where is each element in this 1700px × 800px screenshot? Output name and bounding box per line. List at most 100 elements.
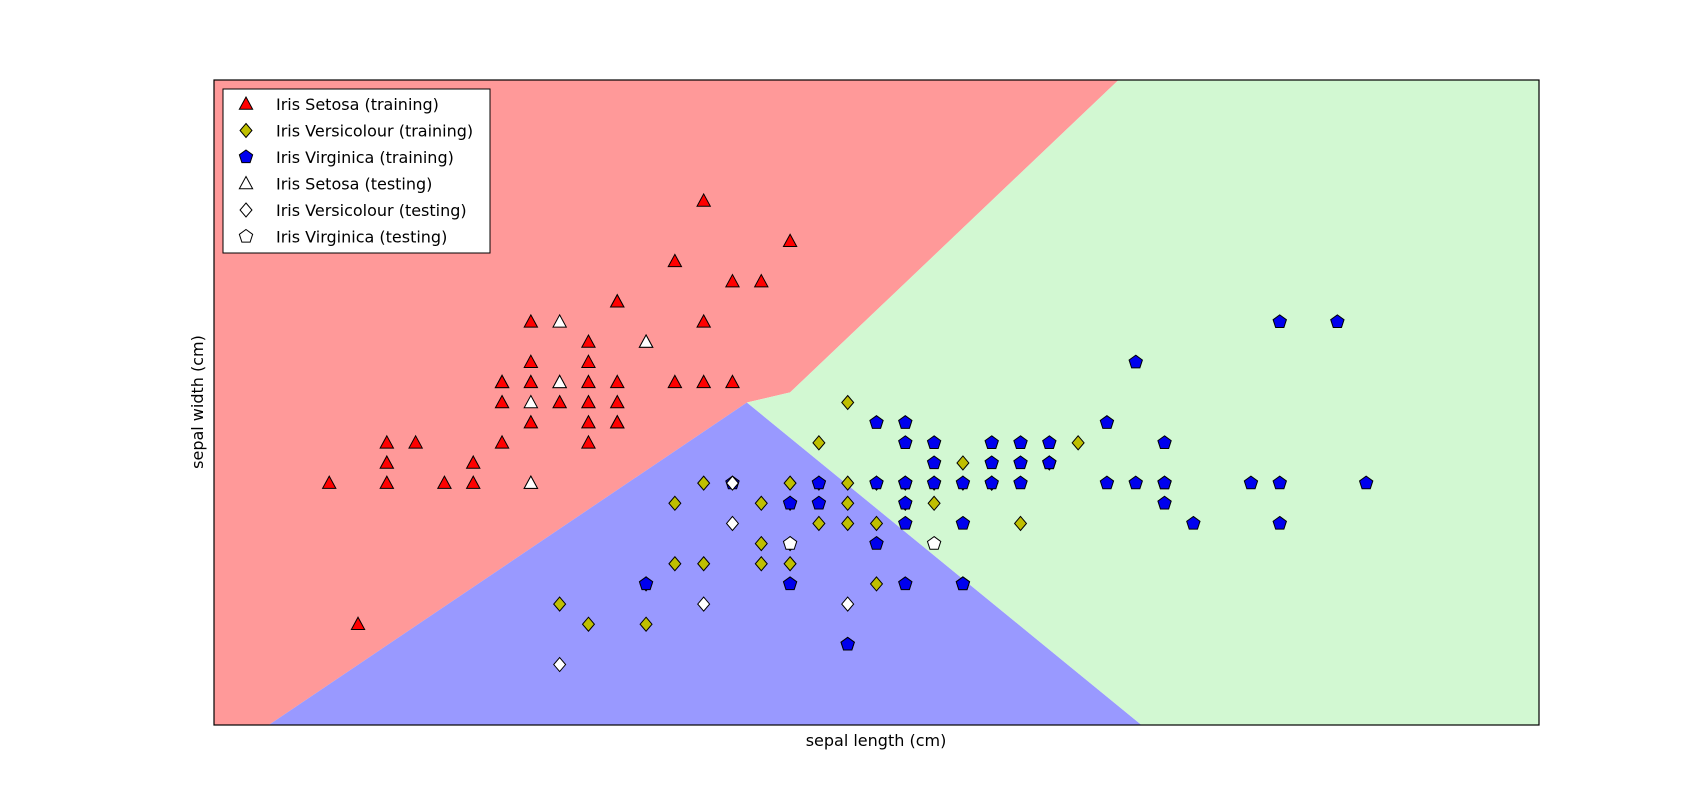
point-iris-versicolour-training: [1071, 435, 1085, 451]
series-iris-virginica-training: [638, 314, 1374, 651]
point-iris-virginica-training: [926, 475, 942, 490]
point-iris-virginica-training: [1013, 435, 1028, 449]
point-iris-setosa-training: [321, 475, 337, 489]
point-iris-virginica-training: [926, 455, 942, 470]
point-iris-virginica-training: [955, 576, 971, 591]
point-iris-setosa-training: [523, 313, 539, 328]
point-iris-setosa-testing: [523, 394, 539, 409]
point-iris-setosa-training: [436, 475, 452, 489]
point-iris-virginica-training: [955, 475, 971, 490]
point-iris-virginica-training: [1243, 475, 1259, 490]
point-iris-versicolour-training: [581, 616, 596, 632]
point-iris-versicolour-training: [1013, 515, 1028, 532]
x-axis-label: sepal length (cm): [806, 731, 947, 750]
series-iris-versicolour-testing: [553, 475, 855, 673]
point-iris-virginica-training: [782, 576, 798, 591]
point-iris-setosa-training: [696, 192, 712, 207]
point-iris-virginica-training: [1099, 415, 1115, 429]
point-iris-virginica-training: [638, 576, 654, 591]
legend-label-iris-versicolour-training: Iris Versicolour (training): [276, 122, 473, 141]
point-iris-versicolour-training: [754, 555, 768, 572]
legend-marker-iris-setosa-testing: [238, 175, 254, 190]
legend-label-iris-virginica-testing: Iris Virginica (testing): [276, 228, 447, 247]
point-iris-setosa-training: [580, 414, 596, 429]
point-iris-setosa-training: [523, 354, 539, 368]
point-iris-setosa-training: [408, 434, 424, 449]
point-iris-virginica-training: [811, 495, 827, 510]
point-iris-virginica-training: [1042, 455, 1057, 470]
point-iris-versicolour-training: [956, 455, 970, 471]
point-iris-versicolour-training: [783, 475, 797, 491]
point-iris-setosa-training: [552, 394, 568, 409]
point-iris-versicolour-testing: [697, 596, 711, 612]
point-iris-versicolour-training: [869, 515, 884, 532]
point-iris-virginica-training: [1272, 515, 1288, 530]
point-iris-virginica-training: [1013, 455, 1028, 470]
point-iris-setosa-training: [696, 313, 712, 328]
point-iris-setosa-testing: [552, 313, 568, 328]
legend-marker-iris-virginica-training: [238, 149, 254, 164]
point-iris-setosa-training: [465, 475, 481, 489]
legend-marker-iris-virginica-testing: [238, 228, 254, 243]
series-iris-virginica-testing: [782, 535, 942, 550]
point-iris-virginica-training: [1157, 475, 1172, 490]
point-iris-versicolour-training: [869, 576, 884, 592]
point-iris-versicolour-training: [668, 555, 682, 572]
point-iris-versicolour-testing: [553, 656, 567, 673]
legend-label-iris-virginica-training: Iris Virginica (training): [276, 148, 454, 167]
point-iris-setosa-training: [350, 616, 366, 630]
point-iris-virginica-training: [898, 475, 913, 490]
point-iris-versicolour-training: [553, 596, 567, 612]
point-iris-versicolour-training: [639, 616, 653, 632]
point-iris-virginica-training: [1013, 475, 1028, 490]
point-iris-virginica-training: [782, 495, 798, 510]
point-iris-virginica-training: [1157, 495, 1172, 510]
point-iris-versicolour-training: [754, 495, 768, 512]
point-iris-setosa-training: [667, 374, 683, 389]
legend-label-iris-versicolour-testing: Iris Versicolour (testing): [276, 201, 467, 220]
data-points: [321, 192, 1374, 673]
point-iris-virginica-training: [1186, 515, 1201, 530]
point-iris-virginica-training: [984, 435, 999, 449]
point-iris-virginica-testing: [782, 535, 798, 550]
point-iris-setosa-testing: [638, 333, 654, 348]
legend: Iris Setosa (training) Iris Versicolour (…: [222, 88, 491, 254]
point-iris-virginica-training: [926, 435, 942, 449]
point-iris-virginica-training: [898, 415, 913, 429]
point-iris-versicolour-training: [697, 475, 711, 491]
point-iris-virginica-training: [898, 515, 913, 530]
point-iris-virginica-training: [1042, 435, 1057, 449]
point-iris-setosa-training: [379, 454, 395, 469]
point-iris-versicolour-training: [841, 515, 855, 532]
y-axis-label: sepal width (cm): [188, 335, 207, 469]
point-iris-versicolour-training: [697, 555, 711, 572]
legend-marker-iris-versicolour-testing: [239, 202, 253, 218]
point-iris-virginica-training: [869, 415, 884, 429]
legend-marker-iris-setosa-training: [238, 95, 254, 110]
point-iris-setosa-training: [724, 273, 740, 288]
point-iris-setosa-training: [494, 374, 510, 389]
point-iris-virginica-training: [1330, 314, 1345, 329]
point-iris-setosa-testing: [552, 374, 568, 389]
point-iris-versicolour-training: [754, 535, 768, 552]
point-iris-virginica-training: [955, 515, 971, 530]
point-iris-setosa-training: [580, 333, 596, 348]
point-iris-setosa-training: [609, 394, 625, 409]
series-iris-setosa-testing: [523, 313, 654, 489]
point-iris-virginica-training: [1272, 314, 1288, 329]
point-iris-versicolour-training: [812, 435, 826, 451]
point-iris-setosa-training: [494, 394, 510, 409]
point-iris-versicolour-testing: [725, 475, 740, 491]
point-iris-setosa-training: [523, 374, 539, 389]
point-iris-setosa-testing: [523, 475, 539, 489]
point-iris-setosa-training: [580, 394, 596, 409]
legend-label-iris-setosa-testing: Iris Setosa (testing): [276, 175, 432, 194]
point-iris-virginica-training: [984, 475, 999, 490]
point-iris-setosa-training: [465, 454, 481, 469]
point-iris-versicolour-training: [841, 475, 855, 491]
point-iris-virginica-training: [898, 495, 913, 510]
point-iris-versicolour-training: [841, 394, 855, 411]
point-iris-setosa-training: [753, 273, 769, 288]
region-iris-virginica: [746, 80, 1539, 725]
